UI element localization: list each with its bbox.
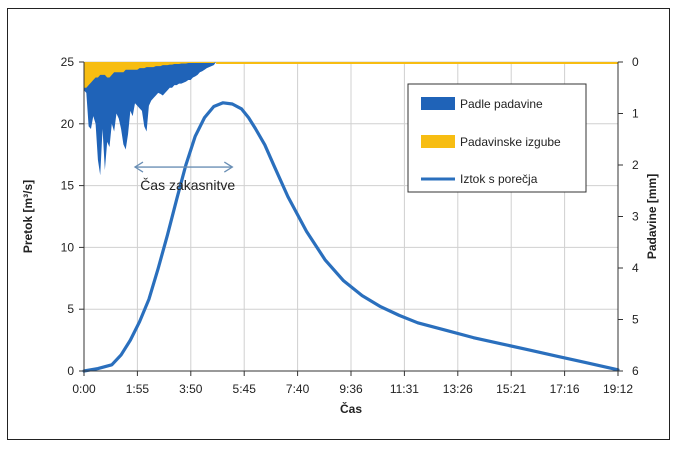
x-tick-label: 9:36 [339,382,363,396]
y-left-tick-label: 5 [67,302,74,316]
legend-label: Iztok s porečja [460,172,538,186]
x-tick-label: 5:45 [233,382,257,396]
chart-frame: 0:00 1:55 3:50 5:45 7:40 9:36 11:31 13:26 15:21 1… [7,8,670,440]
series-padle-padavine-area [84,62,217,176]
x-tick-label: 17:16 [550,382,580,396]
x-tick-label: 19:12 [603,382,633,396]
x-tick-label: 15:21 [496,382,526,396]
y-right-tick-label: 1 [632,107,639,121]
legend-label: Padavinske izgube [460,135,561,149]
x-tick-label: 3:50 [179,382,203,396]
y-right-tick-label: 6 [632,364,639,378]
y-left-tick-label: 0 [67,364,74,378]
y-right-tick-label: 2 [632,158,639,172]
annotation-arrowhead-left [133,161,144,173]
legend-swatch [421,97,455,110]
x-tick-label: 1:55 [126,382,150,396]
x-axis-title: Čas [340,401,362,416]
series-iztok-line [82,101,620,373]
y-left-tick-label: 20 [61,117,75,131]
x-tick-label: 13:26 [443,382,473,396]
y-left-tick-label: 15 [61,179,75,193]
y-right-tick-label: 5 [632,313,639,327]
y-left-axis-title: Pretok [m³/s] [21,180,35,253]
x-tick-label: 11:31 [390,382,419,396]
legend-label: Padle padavine [460,97,543,111]
annotation-label: Čas zakasnitve [140,177,235,193]
series-padavinske-izgube-area [84,62,217,88]
x-tick-label: 7:40 [286,382,310,396]
annotation-arrowhead-right [223,161,234,173]
legend-swatch [421,135,455,148]
y-left-tick-label: 10 [61,240,75,254]
x-tick-label: 0:00 [72,382,96,396]
y-right-axis-title: Padavine [mm] [645,174,659,259]
y-right-tick-label: 4 [632,261,639,275]
chart-svg: 0:00 1:55 3:50 5:45 7:40 9:36 11:31 13:26 15:21 1… [21,55,659,416]
y-right-tick-label: 0 [632,55,639,69]
y-right-tick-label: 3 [632,210,639,224]
y-left-tick-label: 25 [61,55,75,69]
